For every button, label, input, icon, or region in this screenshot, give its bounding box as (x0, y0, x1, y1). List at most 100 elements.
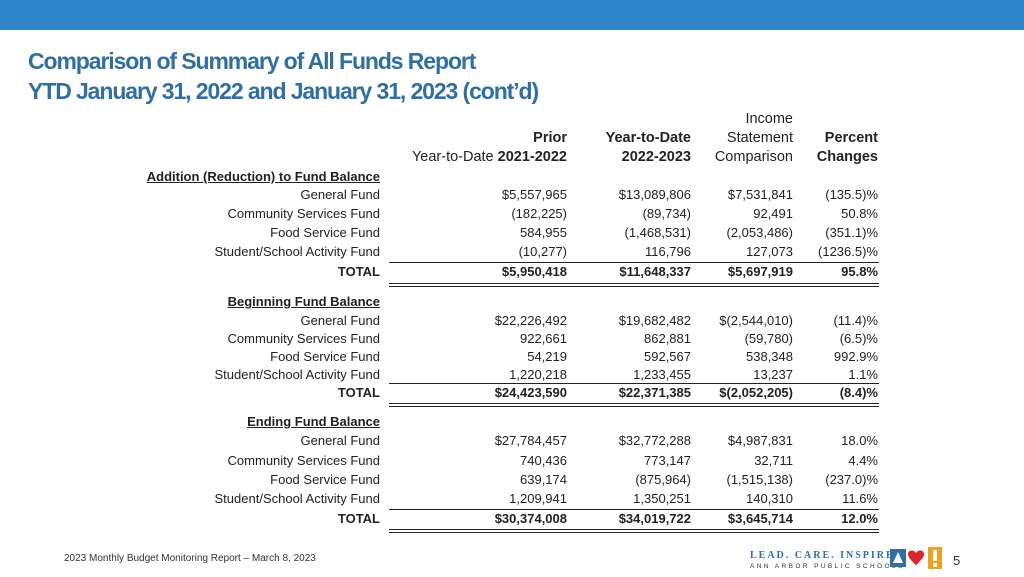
total-double-rule-1 (389, 403, 879, 404)
section-heading-addition: Addition (Reduction) to Fund Balance (146, 169, 380, 184)
cell-prior: 639,174 (520, 472, 567, 487)
table-row: Student/School Activity Fund 1,209,941 1… (0, 491, 1024, 509)
cell-prior: 922,661 (520, 331, 567, 346)
logo-icon-graphic (890, 547, 942, 569)
cell-ytd: $22,371,385 (618, 385, 691, 400)
page-number: 5 (953, 553, 961, 568)
cell-income: $5,697,919 (727, 264, 793, 279)
cell-prior: 54,219 (527, 349, 567, 364)
cell-percent: (351.1)% (825, 225, 878, 240)
total-row: TOTAL $30,374,008 $34,019,722 $3,645,714… (0, 511, 1024, 529)
cell-prior: $27,784,457 (494, 433, 567, 448)
cell-ytd: 1,350,251 (633, 491, 691, 506)
cell-income: 140,310 (746, 491, 793, 506)
cell-prior: (182,225) (511, 206, 567, 221)
page-title: Comparison of Summary of All Funds Repor… (28, 46, 539, 106)
header-income-1: Income (745, 111, 793, 127)
cell-percent: 4.4% (848, 453, 878, 468)
district-logo-icons (890, 546, 944, 577)
table-row: Community Services Fund 922,661 862,881 … (0, 331, 1024, 349)
cell-income: 13,237 (753, 367, 793, 382)
cell-prior: 584,955 (520, 225, 567, 240)
header-percent-1: Percent (824, 130, 878, 146)
cell-income: $(2,544,010) (719, 313, 793, 328)
cell-percent: (1236.5)% (818, 244, 878, 259)
cell-prior: 740,436 (520, 453, 567, 468)
cell-percent: 1.1% (848, 367, 878, 382)
total-double-rule-1 (389, 529, 879, 530)
header-income-2: Statement (726, 130, 793, 146)
cell-ytd: (89,734) (642, 206, 691, 221)
cell-percent: (8.4)% (839, 385, 878, 400)
table-row: Student/School Activity Fund 1,220,218 1… (0, 367, 1024, 385)
row-label: General Fund (300, 313, 381, 328)
row-label: Community Services Fund (227, 453, 380, 468)
cell-income: (2,053,486) (726, 225, 794, 240)
table-row: General Fund $22,226,492 $19,682,482 $(2… (0, 313, 1024, 331)
header-income-3: Comparison (714, 149, 793, 165)
total-label: TOTAL (337, 511, 380, 526)
footer-text: 2023 Monthly Budget Monitoring Report – … (64, 553, 316, 564)
top-banner (0, 0, 1024, 30)
total-double-rule-2 (389, 286, 879, 287)
cell-ytd: $19,682,482 (618, 313, 691, 328)
total-double-rule-2 (389, 532, 879, 533)
cell-income: $3,645,714 (727, 511, 793, 526)
row-label: Student/School Activity Fund (214, 367, 380, 382)
title-line-1: Comparison of Summary of All Funds Repor… (28, 48, 476, 74)
total-double-rule-2 (389, 406, 879, 407)
cell-percent: 992.9% (833, 349, 878, 364)
cell-ytd: $11,648,337 (619, 264, 691, 279)
header-prior-bottom-bold: 2021-2022 (497, 149, 567, 165)
total-row: TOTAL $5,950,418 $11,648,337 $5,697,919 … (0, 264, 1024, 282)
section-heading-ending: Ending Fund Balance (247, 414, 380, 429)
cell-ytd: 1,233,455 (633, 367, 691, 382)
table-row: Community Services Fund 740,436 773,147 … (0, 453, 1024, 471)
cell-prior: $5,557,965 (501, 187, 567, 202)
cell-income: $7,531,841 (727, 187, 793, 202)
table-row: Food Service Fund 54,219 592,567 538,348… (0, 349, 1024, 367)
cell-prior: 1,220,218 (509, 367, 567, 382)
title-line-2: YTD January 31, 2022 and January 31, 202… (28, 78, 539, 104)
header-percent-2: Changes (816, 149, 878, 165)
cell-prior: $30,374,008 (494, 511, 567, 526)
cell-ytd: 116,796 (644, 244, 691, 259)
header-prior-top: Prior (533, 130, 567, 146)
table-row: Food Service Fund 584,955 (1,468,531) (2… (0, 225, 1024, 243)
cell-ytd: $32,772,288 (618, 433, 691, 448)
cell-percent: (6.5)% (839, 331, 878, 346)
header-ytd-top: Year-to-Date (605, 130, 691, 146)
table-row: Community Services Fund (182,225) (89,73… (0, 206, 1024, 224)
row-label: Community Services Fund (227, 331, 380, 346)
cell-percent: (135.5)% (825, 187, 878, 202)
table-row: Student/School Activity Fund (10,277) 11… (0, 244, 1024, 262)
table-row: General Fund $5,557,965 $13,089,806 $7,5… (0, 187, 1024, 205)
cell-ytd: $34,019,722 (618, 511, 691, 526)
row-label: Student/School Activity Fund (214, 491, 380, 506)
cell-income: $4,987,831 (727, 433, 793, 448)
cell-percent: 50.8% (841, 206, 878, 221)
cell-prior: (10,277) (518, 244, 567, 259)
header-ytd-bottom: 2022-2023 (621, 149, 691, 165)
cell-percent: 18.0% (841, 433, 878, 448)
cell-percent: 11.6% (842, 491, 878, 506)
cell-income: 32,711 (754, 453, 793, 468)
row-label: Food Service Fund (270, 472, 380, 487)
cell-income: 127,073 (746, 244, 793, 259)
cell-ytd: 773,147 (644, 453, 691, 468)
cell-percent: (237.0)% (825, 472, 878, 487)
table-row: General Fund $27,784,457 $32,772,288 $4,… (0, 433, 1024, 451)
total-rule (389, 509, 879, 510)
cell-income: $(2,052,205) (719, 385, 793, 400)
logo-school-name: ANN ARBOR PUBLIC SCHOOLS (750, 563, 905, 570)
header-prior-bottom: Year-to-Date 2021-2022 (367, 148, 567, 167)
total-rule (389, 262, 879, 263)
district-logo-text: LEAD. CARE. INSPIRE. ANN ARBOR PUBLIC SC… (750, 550, 905, 570)
cell-prior: 1,209,941 (509, 491, 567, 506)
total-row: TOTAL $24,423,590 $22,371,385 $(2,052,20… (0, 385, 1024, 403)
cell-ytd: 592,567 (644, 349, 691, 364)
row-label: Food Service Fund (270, 349, 380, 364)
cell-ytd: $13,089,806 (618, 187, 691, 202)
total-label: TOTAL (337, 264, 380, 279)
section-heading-beginning: Beginning Fund Balance (227, 294, 380, 309)
